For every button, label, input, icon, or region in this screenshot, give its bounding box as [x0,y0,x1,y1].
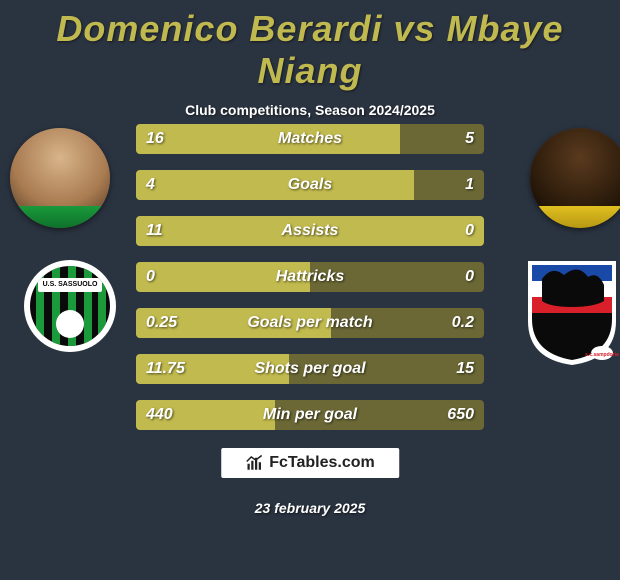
stat-right-value: 5 [465,124,474,154]
stat-label: Goals [136,170,484,200]
stat-label: Assists [136,216,484,246]
svg-text:s.c.sampdoria: s.c.sampdoria [585,352,619,358]
stat-label: Goals per match [136,308,484,338]
player-right-avatar [530,128,620,228]
stat-label: Shots per goal [136,354,484,384]
stat-row: 0.25 Goals per match 0.2 [136,308,484,338]
stat-label: Hattricks [136,262,484,292]
stat-right-value: 650 [447,400,474,430]
stat-label: Matches [136,124,484,154]
stat-row: 0 Hattricks 0 [136,262,484,292]
chart-icon [245,454,263,472]
club-crest-right: s.c.sampdoria [522,262,620,362]
club-crest-left: U.S. SASSUOLO [20,256,120,356]
stat-row: 4 Goals 1 [136,170,484,200]
stat-right-value: 0 [465,262,474,292]
date-text: 23 february 2025 [0,500,620,516]
stat-right-value: 0.2 [452,308,474,338]
stats-bars: 16 Matches 5 4 Goals 1 11 Assists 0 0 Ha… [136,124,484,446]
page-title: Domenico Berardi vs Mbaye Niang [0,0,620,92]
player-left-avatar [10,128,110,228]
stat-right-value: 15 [456,354,474,384]
stat-right-value: 0 [465,216,474,246]
stat-row: 16 Matches 5 [136,124,484,154]
stat-right-value: 1 [465,170,474,200]
stat-label: Min per goal [136,400,484,430]
stat-row: 440 Min per goal 650 [136,400,484,430]
stat-row: 11 Assists 0 [136,216,484,246]
subtitle: Club competitions, Season 2024/2025 [0,102,620,118]
attribution-text: FcTables.com [269,454,375,472]
stat-row: 11.75 Shots per goal 15 [136,354,484,384]
attribution-badge: FcTables.com [221,448,399,478]
